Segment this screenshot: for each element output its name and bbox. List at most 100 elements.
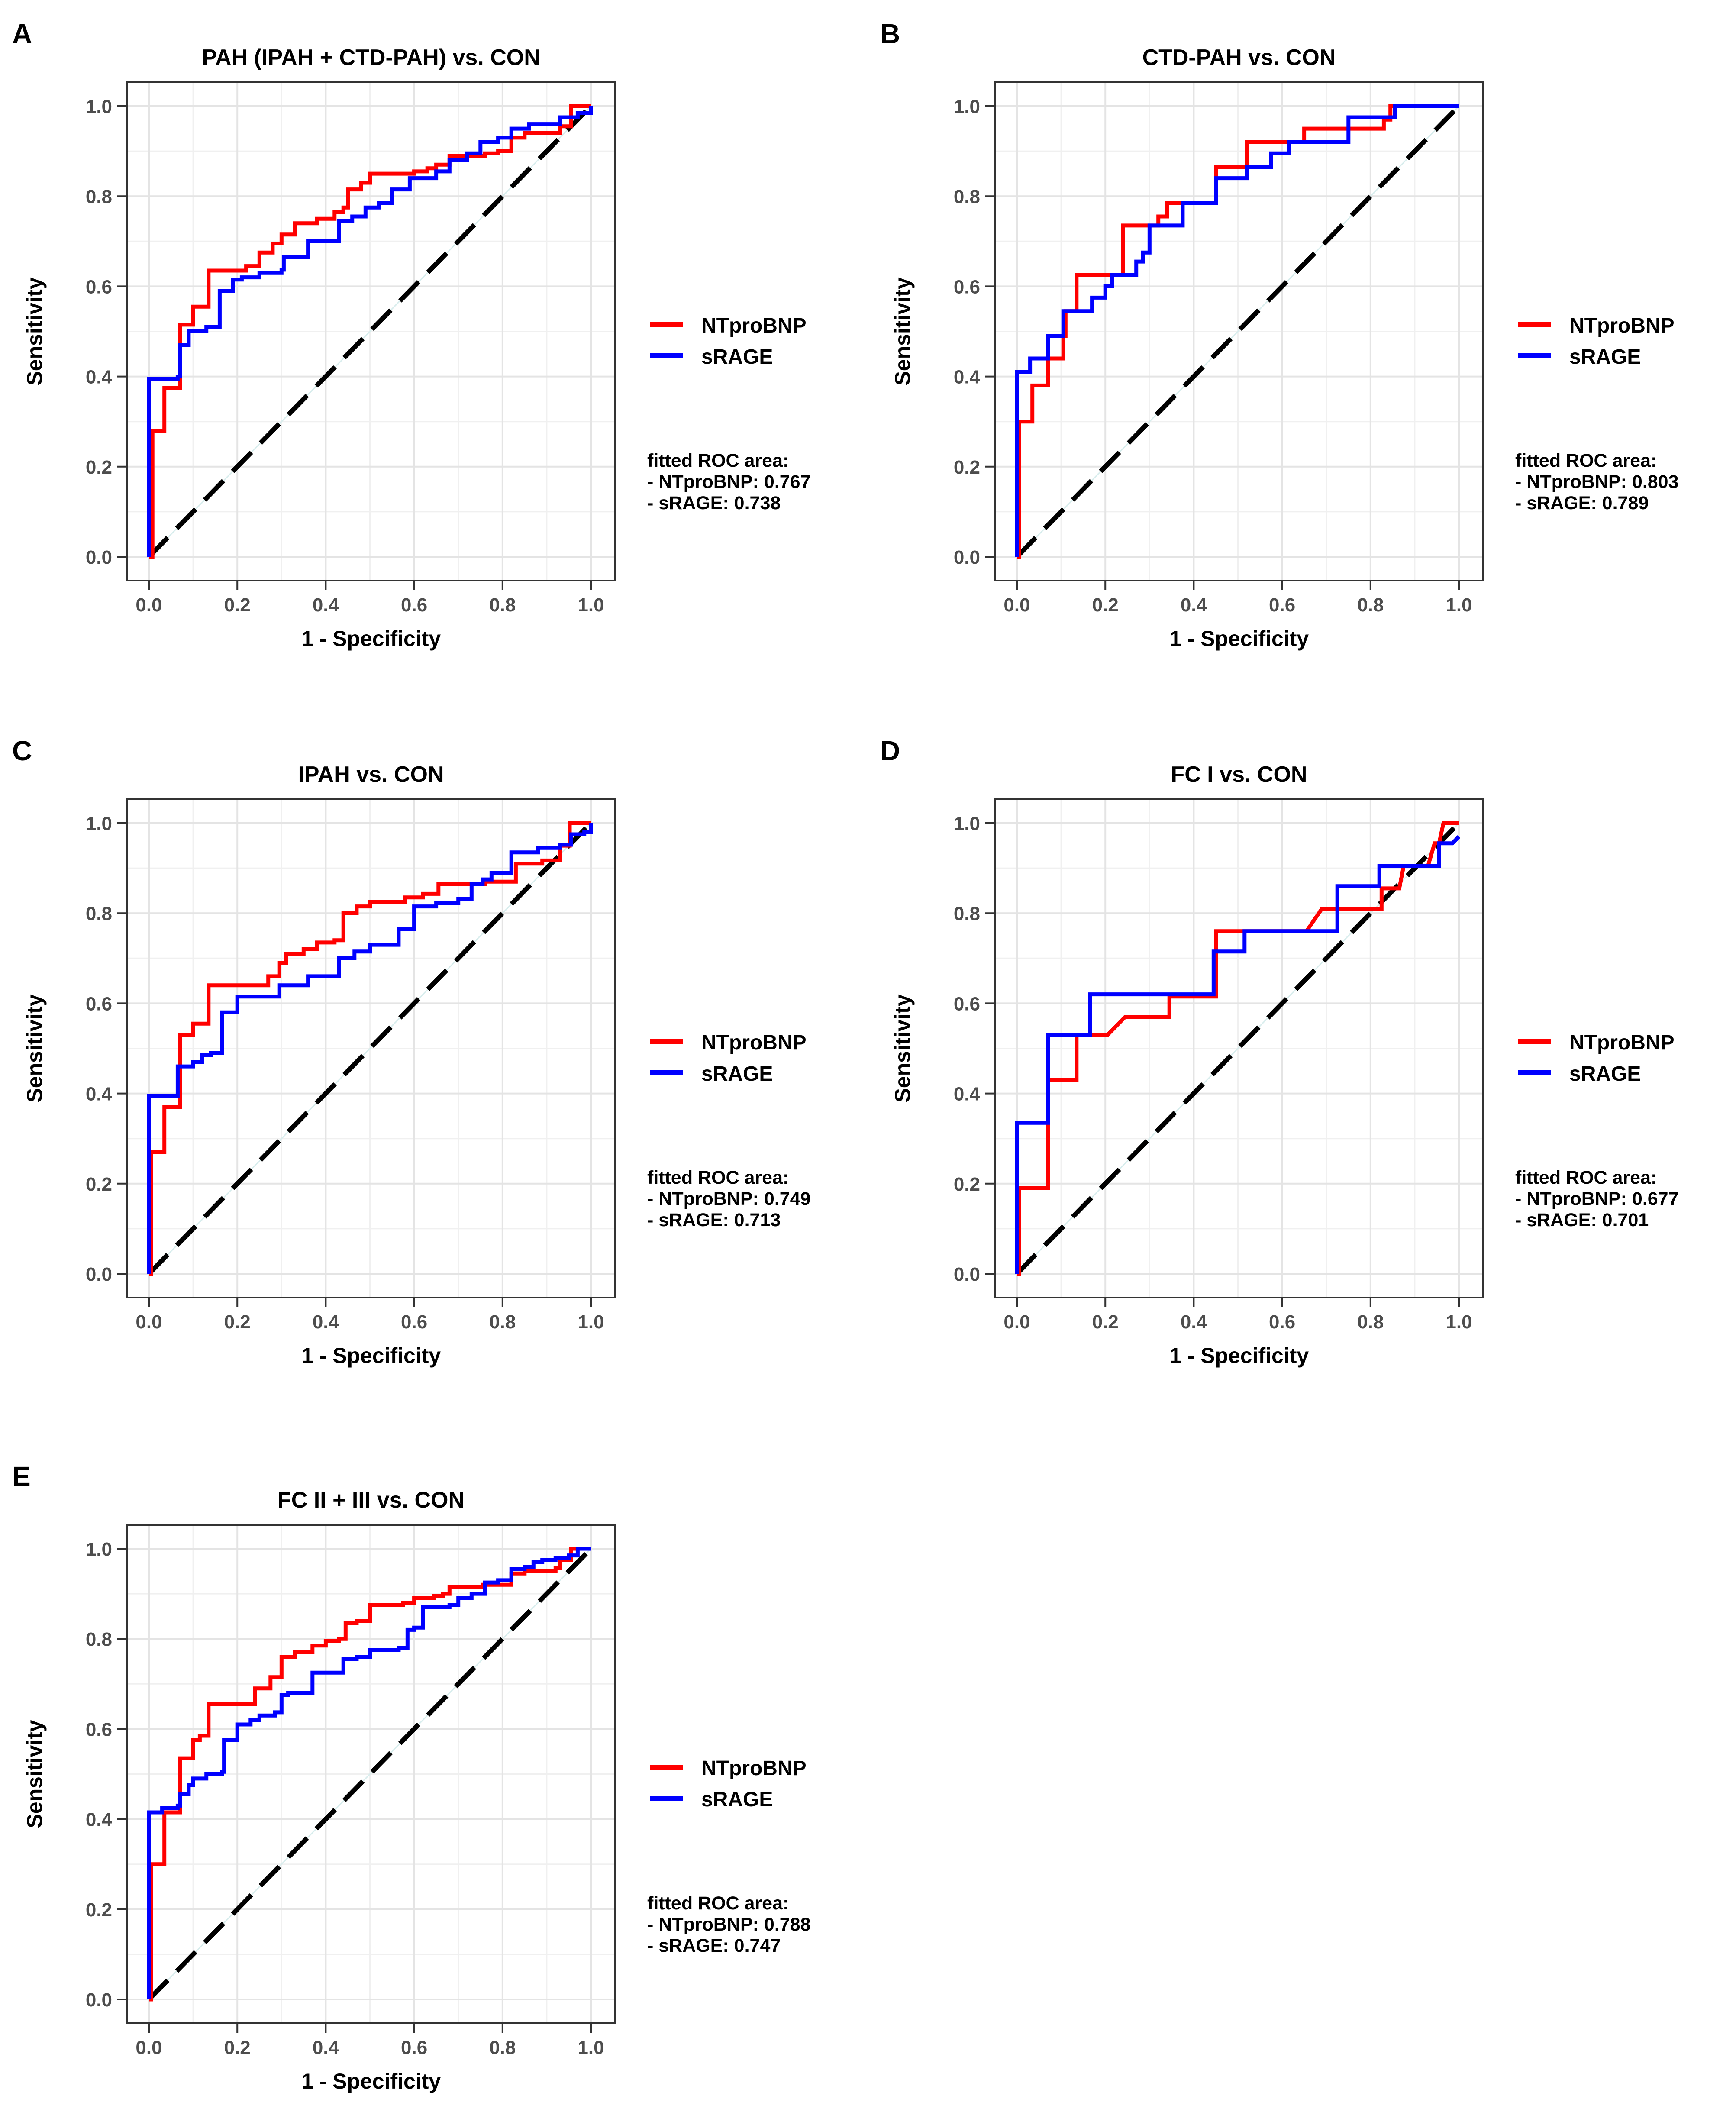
svg-text:0.8: 0.8 (86, 903, 112, 924)
svg-text:0.0: 0.0 (136, 1311, 162, 1333)
svg-text:0.8: 0.8 (954, 186, 980, 207)
svg-text:0.8: 0.8 (489, 1311, 516, 1333)
auc-srage: - sRAGE: 0.789 (1515, 493, 1649, 513)
svg-text:0.0: 0.0 (1004, 1311, 1030, 1333)
svg-text:0.8: 0.8 (1357, 594, 1384, 616)
svg-text:0.0: 0.0 (1004, 594, 1030, 616)
auc-srage: - sRAGE: 0.747 (647, 1935, 781, 1956)
auc-ntprobnp: - NTproBNP: 0.788 (647, 1914, 811, 1935)
panel-letter: D (880, 735, 900, 766)
svg-text:0.0: 0.0 (86, 1989, 112, 2011)
svg-text:Sensitivity: Sensitivity (23, 1720, 47, 1828)
legend-label-ntprobnp: NTproBNP (701, 1031, 807, 1054)
svg-text:0.6: 0.6 (954, 276, 980, 297)
roc-plot-e: 0.0 0.0 0.2 0.2 0.4 0.4 0.6 0.6 0.8 0.8 1.0 1.0 1 - … (12, 1461, 811, 2093)
svg-text:Sensitivity: Sensitivity (23, 277, 47, 385)
auc-heading: fitted ROC area: (647, 450, 789, 471)
svg-text:0.6: 0.6 (86, 1719, 112, 1740)
svg-text:1.0: 1.0 (1446, 594, 1472, 616)
auc-heading: fitted ROC area: (647, 1167, 789, 1188)
panel-title: FC I vs. CON (1171, 762, 1307, 787)
svg-text:0.4: 0.4 (954, 367, 981, 388)
svg-text:1.0: 1.0 (86, 1539, 112, 1560)
svg-text:1 - Specificity: 1 - Specificity (1169, 1343, 1309, 1368)
auc-ntprobnp: - NTproBNP: 0.803 (1515, 471, 1679, 492)
svg-text:0.8: 0.8 (489, 2037, 516, 2058)
svg-text:0.2: 0.2 (954, 457, 980, 478)
panel-b: 0.0 0.0 0.2 0.2 0.4 0.4 0.6 0.6 0.8 0.8 1.0 1.0 1 - … (868, 0, 1736, 683)
roc-plot-d: 0.0 0.0 0.2 0.2 0.4 0.4 0.6 0.6 0.8 0.8 1.0 1.0 1 - … (880, 735, 1679, 1368)
panel-title: FC II + III vs. CON (278, 1488, 465, 1513)
svg-text:1.0: 1.0 (86, 96, 112, 117)
svg-text:0.8: 0.8 (86, 1629, 112, 1650)
auc-ntprobnp: - NTproBNP: 0.677 (1515, 1188, 1679, 1209)
svg-text:0.2: 0.2 (1092, 1311, 1119, 1333)
svg-text:0.8: 0.8 (489, 594, 516, 616)
panel-a: 0.0 0.0 0.2 0.2 0.4 0.4 0.6 0.6 0.8 0.8 1.0 1.0 1 - … (0, 0, 868, 683)
panel-title: PAH (IPAH + CTD-PAH) vs. CON (202, 45, 540, 70)
svg-text:0.0: 0.0 (86, 1264, 112, 1285)
svg-text:0.8: 0.8 (954, 903, 980, 924)
svg-text:1.0: 1.0 (578, 594, 604, 616)
panel-d: 0.0 0.0 0.2 0.2 0.4 0.4 0.6 0.6 0.8 0.8 1.0 1.0 1 - … (868, 717, 1736, 1400)
auc-heading: fitted ROC area: (1515, 1167, 1657, 1188)
panel-letter: B (880, 18, 900, 49)
legend-label-srage: sRAGE (701, 1788, 773, 1811)
svg-text:0.6: 0.6 (86, 276, 112, 297)
panel-letter: A (12, 18, 32, 49)
svg-text:0.4: 0.4 (86, 1809, 113, 1831)
svg-text:0.2: 0.2 (224, 594, 251, 616)
svg-text:1.0: 1.0 (954, 96, 980, 117)
auc-srage: - sRAGE: 0.713 (647, 1210, 781, 1230)
legend-label-srage: sRAGE (1569, 1062, 1641, 1085)
roc-plot-a: 0.0 0.0 0.2 0.2 0.4 0.4 0.6 0.6 0.8 0.8 1.0 1.0 1 - … (12, 18, 811, 651)
svg-text:0.0: 0.0 (86, 547, 112, 568)
svg-text:1 - Specificity: 1 - Specificity (301, 1343, 441, 1368)
panel-title: IPAH vs. CON (298, 762, 444, 787)
svg-text:0.2: 0.2 (954, 1174, 980, 1195)
svg-text:0.6: 0.6 (954, 993, 980, 1014)
svg-text:0.6: 0.6 (401, 1311, 427, 1333)
svg-text:0.4: 0.4 (313, 594, 339, 616)
panel-title: CTD-PAH vs. CON (1142, 45, 1336, 70)
svg-text:1 - Specificity: 1 - Specificity (1169, 626, 1309, 651)
auc-heading: fitted ROC area: (1515, 450, 1657, 471)
panel-e: 0.0 0.0 0.2 0.2 0.4 0.4 0.6 0.6 0.8 0.8 1.0 1.0 1 - … (0, 1443, 868, 2126)
svg-text:0.0: 0.0 (954, 1264, 980, 1285)
roc-plot-c: 0.0 0.0 0.2 0.2 0.4 0.4 0.6 0.6 0.8 0.8 1.0 1.0 1 - … (12, 735, 811, 1368)
svg-text:0.2: 0.2 (224, 2037, 251, 2058)
svg-text:0.0: 0.0 (136, 2037, 162, 2058)
svg-text:0.8: 0.8 (86, 186, 112, 207)
svg-text:0.4: 0.4 (954, 1084, 981, 1105)
svg-text:0.2: 0.2 (86, 1174, 112, 1195)
legend-label-ntprobnp: NTproBNP (701, 1757, 807, 1780)
legend-label-srage: sRAGE (1569, 346, 1641, 368)
svg-text:Sensitivity: Sensitivity (23, 994, 47, 1102)
svg-text:1 - Specificity: 1 - Specificity (301, 2069, 441, 2093)
svg-text:0.4: 0.4 (86, 1084, 113, 1105)
svg-text:Sensitivity: Sensitivity (891, 277, 915, 385)
svg-text:0.4: 0.4 (86, 367, 113, 388)
svg-text:Sensitivity: Sensitivity (891, 994, 915, 1102)
legend-label-srage: sRAGE (701, 346, 773, 368)
svg-text:1.0: 1.0 (86, 813, 112, 834)
legend-label-srage: sRAGE (701, 1062, 773, 1085)
svg-text:0.2: 0.2 (224, 1311, 251, 1333)
legend-label-ntprobnp: NTproBNP (1569, 314, 1675, 337)
svg-text:0.4: 0.4 (313, 1311, 339, 1333)
svg-text:0.4: 0.4 (313, 2037, 339, 2058)
svg-text:0.4: 0.4 (1181, 1311, 1207, 1333)
legend-label-ntprobnp: NTproBNP (701, 314, 807, 337)
svg-text:0.6: 0.6 (401, 2037, 427, 2058)
auc-ntprobnp: - NTproBNP: 0.749 (647, 1188, 811, 1209)
svg-text:1.0: 1.0 (954, 813, 980, 834)
svg-text:1 - Specificity: 1 - Specificity (301, 626, 441, 651)
svg-text:0.2: 0.2 (86, 457, 112, 478)
legend-label-ntprobnp: NTproBNP (1569, 1031, 1675, 1054)
svg-text:0.6: 0.6 (1269, 1311, 1295, 1333)
svg-text:0.6: 0.6 (401, 594, 427, 616)
auc-srage: - sRAGE: 0.738 (647, 493, 781, 513)
panel-letter: C (12, 735, 32, 766)
svg-text:1.0: 1.0 (578, 2037, 604, 2058)
